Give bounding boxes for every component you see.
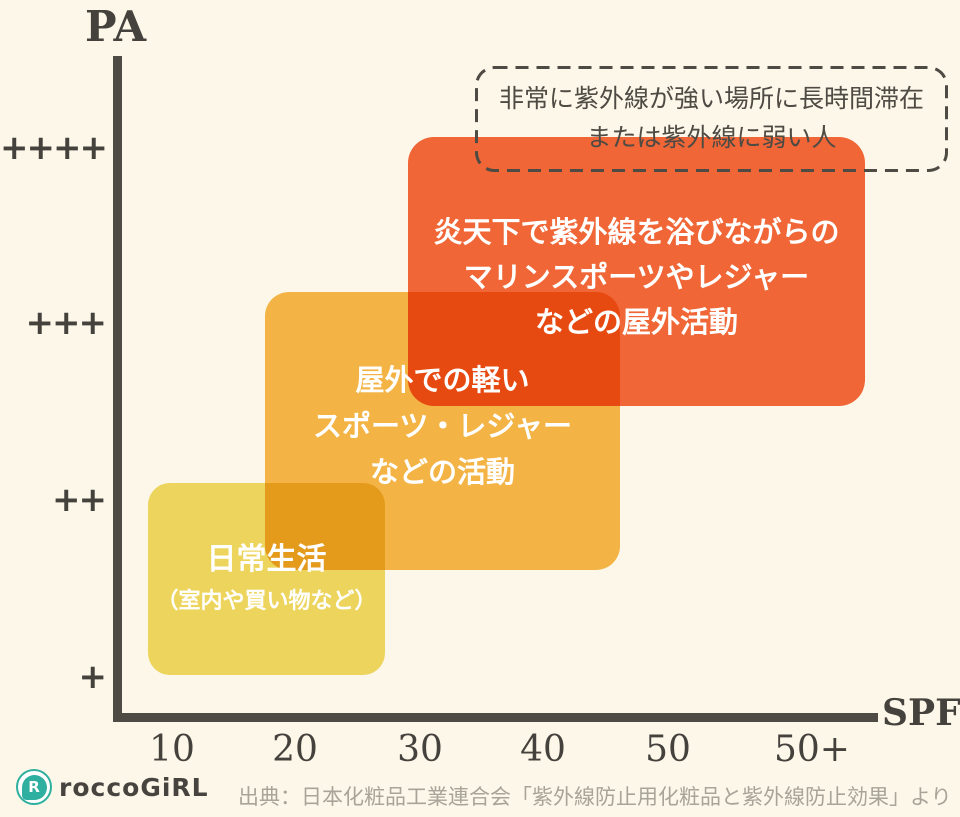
annotation-text-line2: または紫外線に弱い人 xyxy=(586,123,837,152)
zone-daily-life-caption: 日常生活 （室内や買い物など） xyxy=(148,541,385,617)
zone-strong-uv-caption-line3: などの屋外活動 xyxy=(534,305,738,339)
zone-light-outdoor-caption-line2: スポーツ・レジャー xyxy=(313,409,572,443)
x-tick-spf-10: 10 xyxy=(149,729,195,770)
annotation-text: 非常に紫外線が強い場所に長時間滞在 または紫外線に弱い人 xyxy=(475,79,948,157)
zone-strong-uv-caption-line1: 炎天下で紫外線を浴びながらの xyxy=(433,215,840,249)
zone-strong-uv-caption: 炎天下で紫外線を浴びながらの マリンスポーツやレジャー などの屋外活動 xyxy=(408,210,865,345)
roccogirl-logo-icon: R xyxy=(16,769,52,805)
y-axis-line xyxy=(113,56,122,722)
zone-strong-uv-caption-line2: マリンスポーツやレジャー xyxy=(463,260,810,294)
zone-light-outdoor-caption-line3: などの活動 xyxy=(369,455,515,489)
y-tick-pa-3plus: +++ xyxy=(25,303,107,343)
roccogirl-logo-text: roccoGiRL xyxy=(59,772,209,802)
x-tick-spf-30: 30 xyxy=(397,729,443,770)
y-tick-pa-1plus: + xyxy=(78,657,108,697)
zone-daily-life-caption-line1: 日常生活 xyxy=(206,542,327,577)
x-axis-title: SPF xyxy=(882,692,960,734)
zone-light-outdoor-caption: 屋外での軽い スポーツ・レジャー などの活動 xyxy=(265,357,620,495)
x-tick-spf-50plus: 50+ xyxy=(774,729,850,770)
source-citation: 出典：日本化粧品工業連合会「紫外線防止用化粧品と紫外線防止効果」より xyxy=(238,785,952,809)
zone-daily-life-caption-line2: （室内や買い物など） xyxy=(156,589,377,614)
y-tick-pa-4plus: ++++ xyxy=(0,128,108,168)
y-axis-title: PA xyxy=(85,2,147,51)
annotation-text-line1: 非常に紫外線が強い場所に長時間滞在 xyxy=(498,84,924,113)
y-tick-pa-2plus: ++ xyxy=(52,480,107,520)
x-tick-spf-50: 50 xyxy=(645,729,691,770)
x-axis-line xyxy=(113,713,878,722)
x-tick-spf-40: 40 xyxy=(520,729,566,770)
speech-bubble-r-icon: R xyxy=(21,774,47,800)
x-tick-spf-20: 20 xyxy=(272,729,318,770)
roccogirl-logo: R roccoGiRL xyxy=(16,769,209,805)
zone-strong-uv-outdoor xyxy=(408,137,865,406)
annotation-callout: 非常に紫外線が強い場所に長時間滞在 または紫外線に弱い人 xyxy=(475,66,948,172)
zone-light-outdoor-caption-line1: 屋外での軽い xyxy=(355,363,530,397)
dashed-border xyxy=(475,66,948,172)
